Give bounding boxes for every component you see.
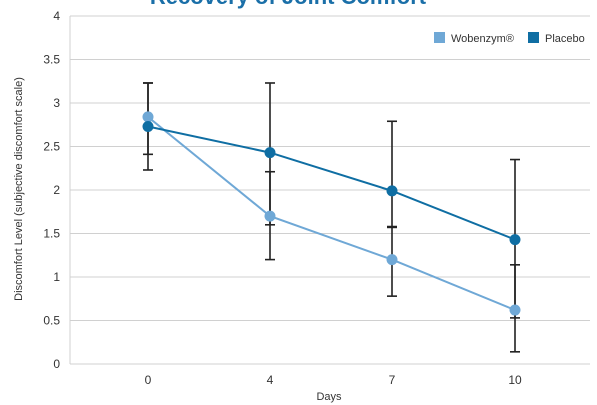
data-point	[386, 254, 398, 266]
data-point	[264, 210, 276, 222]
y-tick-label: 2	[53, 183, 60, 197]
legend: Wobenzym® Placebo	[434, 32, 585, 45]
y-tick-label: 3	[53, 96, 60, 110]
y-tick-label: 0	[53, 357, 60, 371]
data-point	[264, 147, 276, 159]
y-tick-label: 4	[53, 9, 60, 23]
legend-swatch	[434, 32, 445, 43]
error-bars	[143, 82, 520, 353]
data-point	[142, 111, 154, 123]
x-tick-label: 4	[267, 373, 274, 387]
data-points	[142, 111, 521, 316]
x-tick-label: 10	[508, 373, 522, 387]
y-ticks: 0 0.5 1 1.5 2 2.5 3 3.5 4	[43, 9, 60, 371]
series-lines	[147, 116, 516, 311]
legend-label: Placebo	[545, 33, 585, 45]
x-axis-label: Days	[316, 391, 342, 403]
data-point	[142, 120, 154, 132]
x-ticks: 0 4 7 10	[145, 373, 522, 387]
data-point	[509, 234, 521, 246]
series-line-0	[147, 116, 516, 311]
y-tick-label: 2.5	[43, 140, 60, 154]
y-tick-label: 1.5	[43, 227, 60, 241]
x-tick-label: 7	[389, 373, 396, 387]
chart-title: Recovery of Joint Comfort	[150, 0, 427, 9]
data-point	[509, 304, 521, 316]
y-tick-label: 3.5	[43, 53, 60, 67]
grid	[69, 15, 590, 365]
x-tick-label: 0	[145, 373, 152, 387]
y-tick-label: 1	[53, 270, 60, 284]
series-line-1	[147, 125, 516, 241]
legend-swatch	[528, 32, 539, 43]
data-point	[386, 185, 398, 197]
y-tick-label: 0.5	[43, 314, 60, 328]
legend-label: Wobenzym®	[451, 33, 514, 45]
y-axis-label: Discomfort Level (subjective discomfort …	[13, 77, 25, 301]
